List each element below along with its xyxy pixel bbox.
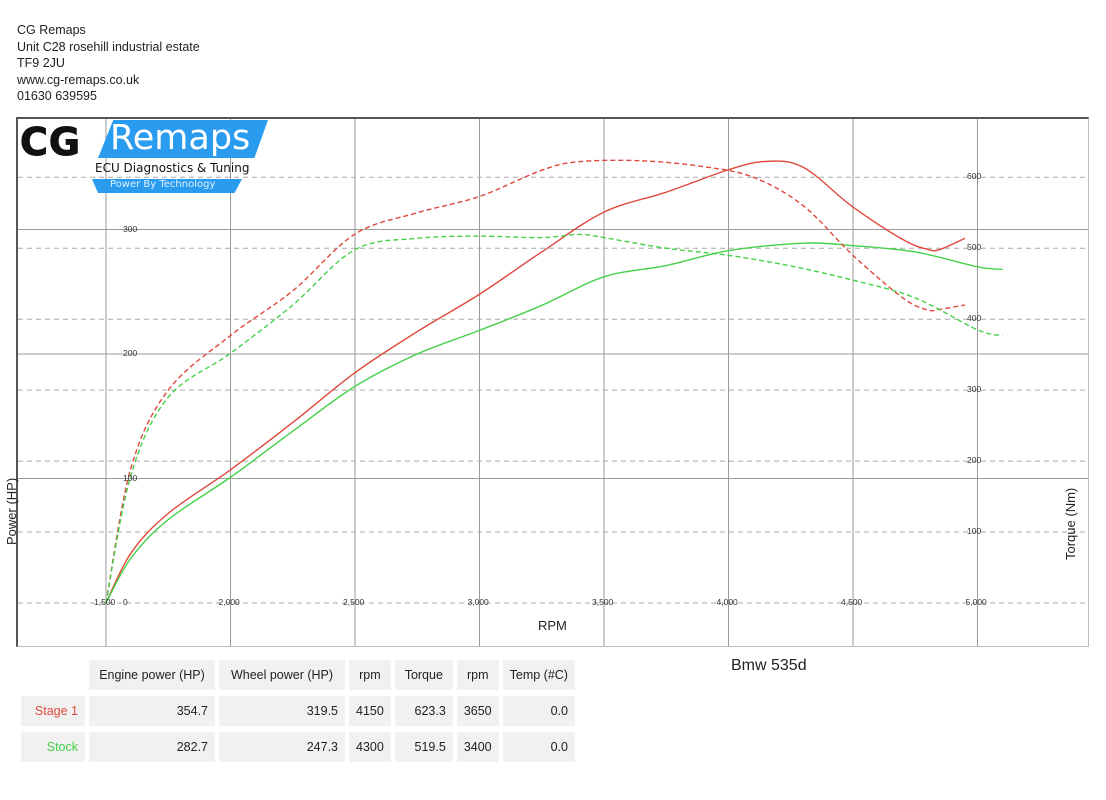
stage1-torque: 623.3 [394, 696, 453, 726]
address-line: Unit C28 rosehill industrial estate [17, 39, 200, 54]
x-axis-title: RPM [538, 618, 567, 633]
x-tick-label: 2,000 [218, 597, 240, 607]
dyno-chart-frame [16, 117, 1089, 647]
stage1-power-rpm: 4150 [349, 696, 391, 726]
y-right-tick-label: 600 [967, 171, 982, 182]
cg-remaps-logo: CG Remaps ECU Diagnostics & Tuning Power… [18, 118, 278, 196]
y-right-tick-label: 200 [967, 455, 982, 466]
stock-torque: 519.5 [394, 732, 453, 762]
logo-tagline: Power By Technology [110, 179, 216, 190]
stage1-temp: 0.0 [502, 696, 575, 726]
logo-tag-banner [92, 179, 242, 193]
y-axis-left-title: Power (HP) [4, 477, 19, 545]
stock-engine-power: 282.7 [89, 732, 215, 762]
header-power-rpm: rpm [349, 660, 391, 690]
corner-cell [21, 660, 85, 690]
series-line [105, 160, 966, 604]
logo-subtitle: ECU Diagnostics & Tuning [95, 161, 250, 175]
y-right-tick-label: 500 [967, 242, 982, 253]
header-engine-power: Engine power (HP) [89, 660, 215, 690]
row-label-stage1: Stage 1 [21, 696, 85, 726]
x-tick-label: 5,000 [965, 597, 987, 607]
y-right-tick-label: 100 [967, 526, 982, 537]
summary-row-stock: Stock 282.7 247.3 4300 519.5 3400 0.0 [21, 732, 575, 762]
x-tick-label: 1,500 [94, 597, 116, 607]
phone: 01630 639595 [17, 89, 97, 103]
header-torque-rpm: rpm [456, 660, 499, 690]
stage1-wheel-power: 319.5 [219, 696, 345, 726]
postcode: TF9 2JU [17, 56, 65, 70]
stage1-engine-power: 354.7 [89, 696, 215, 726]
y-left-tick-label: 100 [123, 472, 138, 483]
x-tick-label: 2,500 [343, 597, 365, 607]
summary-table: Engine power (HP) Wheel power (HP) rpm T… [17, 654, 579, 768]
y-left-tick-label: 300 [123, 223, 138, 234]
x-tick-label: 4,500 [841, 597, 863, 607]
series-line [105, 233, 1003, 604]
series-line [105, 159, 966, 604]
y-right-tick-label: 400 [967, 313, 982, 324]
x-tick-label: 3,500 [592, 597, 614, 607]
y-right-tick-label: 300 [967, 384, 982, 395]
row-label-stock: Stock [21, 732, 85, 762]
header-temp: Temp (#C) [502, 660, 575, 690]
header-wheel-power: Wheel power (HP) [219, 660, 345, 690]
website: www.cg-remaps.co.uk [17, 72, 140, 87]
stock-wheel-power: 247.3 [219, 732, 345, 762]
x-tick-label: 3,000 [467, 597, 489, 607]
company-address-block: CG Remaps Unit C28 rosehill industrial e… [17, 22, 200, 105]
car-name: Bmw 535d [731, 657, 807, 674]
y-left-tick-label: 0 [123, 597, 128, 607]
x-tick-label: 4,000 [716, 597, 738, 607]
company-name: CG Remaps [17, 23, 86, 37]
stage1-torque-rpm: 3650 [456, 696, 499, 726]
summary-row-stage1: Stage 1 354.7 319.5 4150 623.3 3650 0.0 [21, 696, 575, 726]
stock-temp: 0.0 [502, 732, 575, 762]
logo-brand-right: Remaps [110, 118, 251, 158]
logo-brand-left: CG [19, 120, 82, 165]
series-line [105, 242, 1003, 604]
summary-header-row: Engine power (HP) Wheel power (HP) rpm T… [21, 660, 575, 690]
y-left-tick-label: 200 [123, 348, 138, 358]
stock-power-rpm: 4300 [349, 732, 391, 762]
logo-blue-banner [98, 120, 268, 158]
y-axis-right-title: Torque (Nm) [1063, 487, 1078, 560]
header-torque: Torque [394, 660, 453, 690]
stock-torque-rpm: 3400 [456, 732, 499, 762]
